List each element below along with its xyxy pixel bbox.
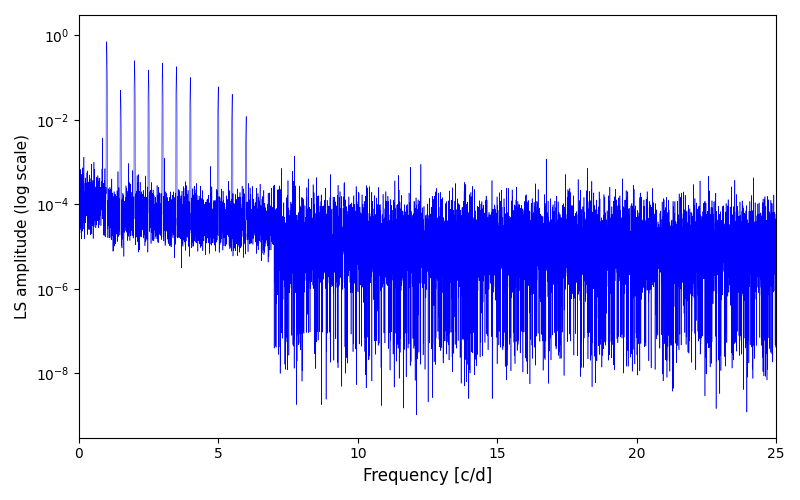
Y-axis label: LS amplitude (log scale): LS amplitude (log scale): [15, 134, 30, 319]
X-axis label: Frequency [c/d]: Frequency [c/d]: [363, 467, 492, 485]
